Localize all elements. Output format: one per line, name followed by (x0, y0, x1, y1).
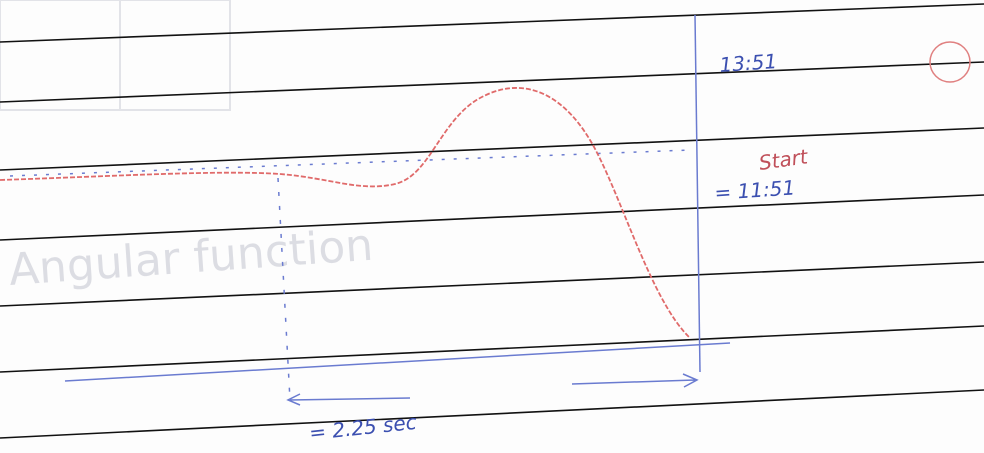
annotation: = 11:51 (714, 175, 796, 205)
page: Angular function 13:51 Start = 11:51 = 2… (0, 0, 984, 453)
dashed-marker (278, 178, 290, 400)
arrow (572, 374, 697, 387)
ruled-line (0, 128, 984, 170)
ruled-line (0, 62, 984, 102)
dashed-level (10, 150, 690, 176)
ruled-line (0, 326, 984, 372)
ruled-line (0, 195, 984, 240)
annotation: Start (757, 144, 810, 175)
annotation: = 2.25 sec (308, 410, 418, 445)
arrow (288, 394, 410, 405)
annotation: 13:51 (719, 49, 778, 77)
vertical-axis (695, 15, 700, 372)
notebook-scan: Angular function 13:51 Start = 11:51 = 2… (0, 0, 984, 453)
time-axis (65, 343, 730, 381)
ruled-line (0, 390, 984, 438)
circled-mark (930, 42, 970, 82)
ruled-line (0, 4, 984, 42)
ruled-lines (0, 4, 984, 438)
